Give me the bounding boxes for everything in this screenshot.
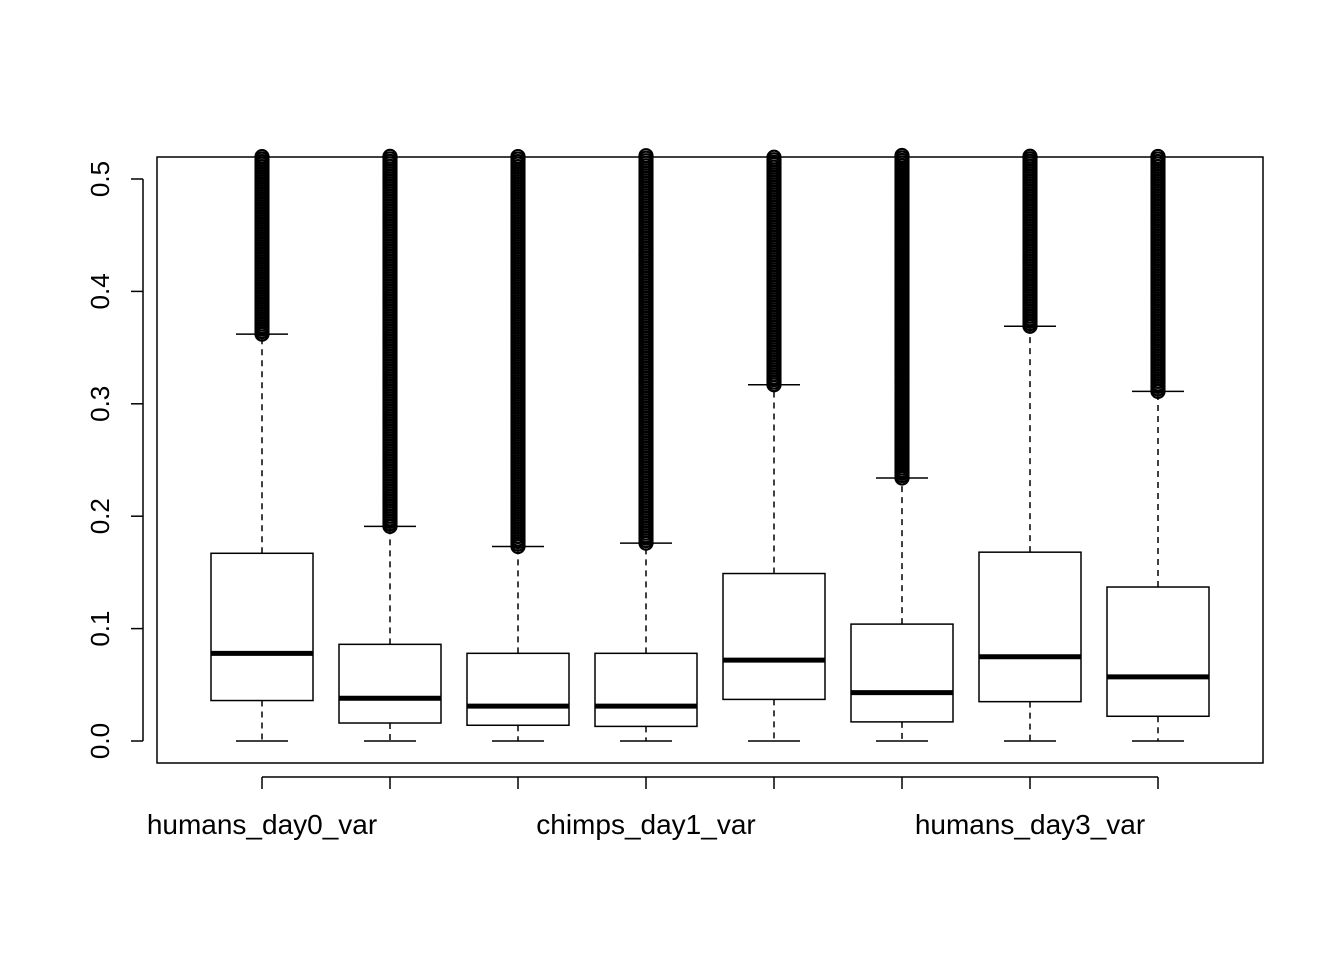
y-tick-label: 0.1 bbox=[85, 611, 115, 647]
box-iqr bbox=[466, 652, 570, 727]
box-iqr bbox=[210, 552, 314, 702]
outlier-points bbox=[382, 148, 398, 534]
box-group bbox=[338, 148, 442, 742]
outlier-point bbox=[254, 149, 270, 165]
box-group bbox=[850, 147, 954, 742]
outlier-point bbox=[638, 148, 654, 164]
x-tick-label: humans_day0_var bbox=[147, 809, 377, 840]
outlier-points bbox=[1022, 148, 1038, 334]
box-group bbox=[210, 149, 314, 742]
outlier-points bbox=[894, 147, 910, 486]
y-tick-label: 0.3 bbox=[85, 386, 115, 422]
outlier-points bbox=[638, 148, 654, 551]
outlier-points bbox=[510, 148, 526, 555]
box-group bbox=[594, 148, 698, 742]
box-group bbox=[466, 148, 570, 742]
boxes bbox=[210, 147, 1210, 742]
y-axis: 0.0 0.1 0.2 0.3 0.4 0.5 bbox=[85, 161, 144, 759]
box-iqr bbox=[850, 623, 954, 723]
outlier-point bbox=[766, 149, 782, 165]
plot-frame bbox=[156, 156, 1264, 764]
box-iqr bbox=[1106, 586, 1210, 718]
outlier-points bbox=[254, 149, 270, 342]
box-iqr bbox=[722, 572, 826, 701]
x-tick-label: chimps_day1_var bbox=[536, 809, 755, 840]
outlier-point bbox=[1022, 148, 1038, 164]
x-tick-label: humans_day3_var bbox=[915, 809, 1145, 840]
outlier-point bbox=[382, 148, 398, 164]
outlier-points bbox=[766, 149, 782, 393]
outlier-point bbox=[894, 147, 910, 164]
y-tick-label: 0.5 bbox=[85, 161, 115, 197]
box-group bbox=[1106, 148, 1210, 742]
box-iqr bbox=[594, 652, 698, 728]
y-tick-label: 0.4 bbox=[85, 273, 115, 309]
outlier-point bbox=[510, 148, 526, 165]
box-iqr bbox=[338, 643, 442, 724]
x-axis: humans_day0_var chimps_day1_var humans_day… bbox=[147, 776, 1159, 840]
box-iqr bbox=[978, 551, 1082, 703]
outlier-points bbox=[1150, 148, 1166, 400]
box-group bbox=[978, 148, 1082, 742]
y-tick-label: 0.2 bbox=[85, 498, 115, 534]
box-group bbox=[722, 149, 826, 742]
y-tick-label: 0.0 bbox=[85, 723, 115, 759]
outlier-point bbox=[1150, 148, 1166, 165]
